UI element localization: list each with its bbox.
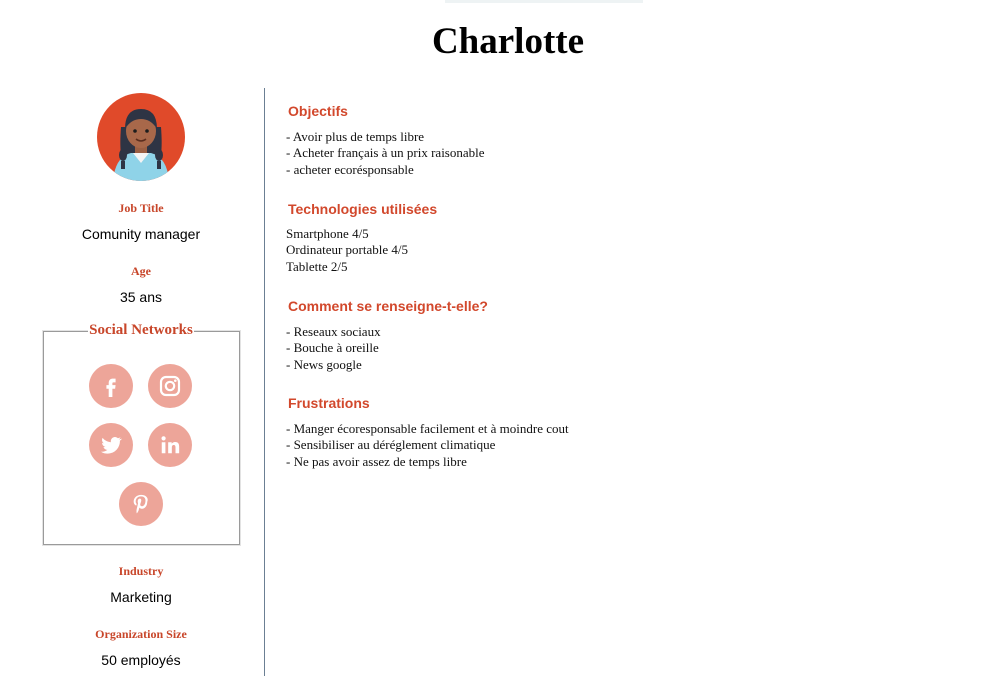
- persona-name: Charlotte: [431, 21, 585, 62]
- age-label: Age: [131, 264, 151, 278]
- objectifs-heading: Objectifs: [288, 103, 348, 119]
- list-item: - Bouche à oreille: [286, 340, 379, 356]
- avatar: [97, 93, 185, 181]
- technologies-heading: Technologies utilisées: [288, 201, 438, 217]
- industry-label: Industry: [118, 564, 164, 578]
- list-item: Tablette 2/5: [286, 258, 348, 274]
- list-item: - Manger écoresponsable facilement et à …: [286, 421, 569, 436]
- list-item: - Sensibiliser au déréglement climatique: [286, 437, 496, 453]
- list-item: - acheter ecorésponsable: [286, 161, 414, 177]
- frustrations-list: - Manger écoresponsable facilement et à …: [286, 421, 569, 470]
- frustrations-heading: Frustrations: [288, 395, 370, 411]
- org-size-value: 50 employés: [101, 652, 181, 668]
- job-title-value: Comunity manager: [81, 226, 201, 242]
- list-item: Smartphone 4/5: [286, 226, 369, 241]
- list-item: Ordinateur portable 4/5: [286, 242, 409, 258]
- renseigne-list: - Reseaux sociaux - Bouche à oreille - N…: [286, 324, 381, 373]
- industry-value: Marketing: [110, 589, 172, 605]
- objectifs-list: - Avoir plus de temps libre - Acheter fr…: [286, 129, 485, 178]
- list-item: - Acheter français à un prix raisonable: [286, 145, 485, 161]
- linkedin-icon[interactable]: [148, 423, 192, 467]
- twitter-icon[interactable]: [89, 423, 133, 467]
- list-item: - Avoir plus de temps libre: [286, 129, 425, 144]
- instagram-icon[interactable]: [148, 364, 192, 408]
- top-decor-strip: [445, 0, 643, 3]
- job-title-label: Job Title: [118, 201, 164, 215]
- technologies-list: Smartphone 4/5 Ordinateur portable 4/5 T…: [286, 226, 408, 275]
- profile-sidebar: Job Title Comunity manager Age 35 ans So…: [18, 88, 265, 676]
- age-value: 35 ans: [119, 289, 163, 305]
- list-item: - Reseaux sociaux: [286, 324, 381, 339]
- facebook-icon[interactable]: [89, 364, 133, 408]
- list-item: - News google: [286, 356, 362, 372]
- pinterest-icon[interactable]: [119, 482, 163, 526]
- list-item: - Ne pas avoir assez de temps libre: [286, 453, 467, 469]
- social-networks-box: [43, 331, 240, 545]
- renseigne-heading: Comment se renseigne-t-elle?: [288, 298, 488, 314]
- org-size-label: Organization Size: [95, 627, 187, 641]
